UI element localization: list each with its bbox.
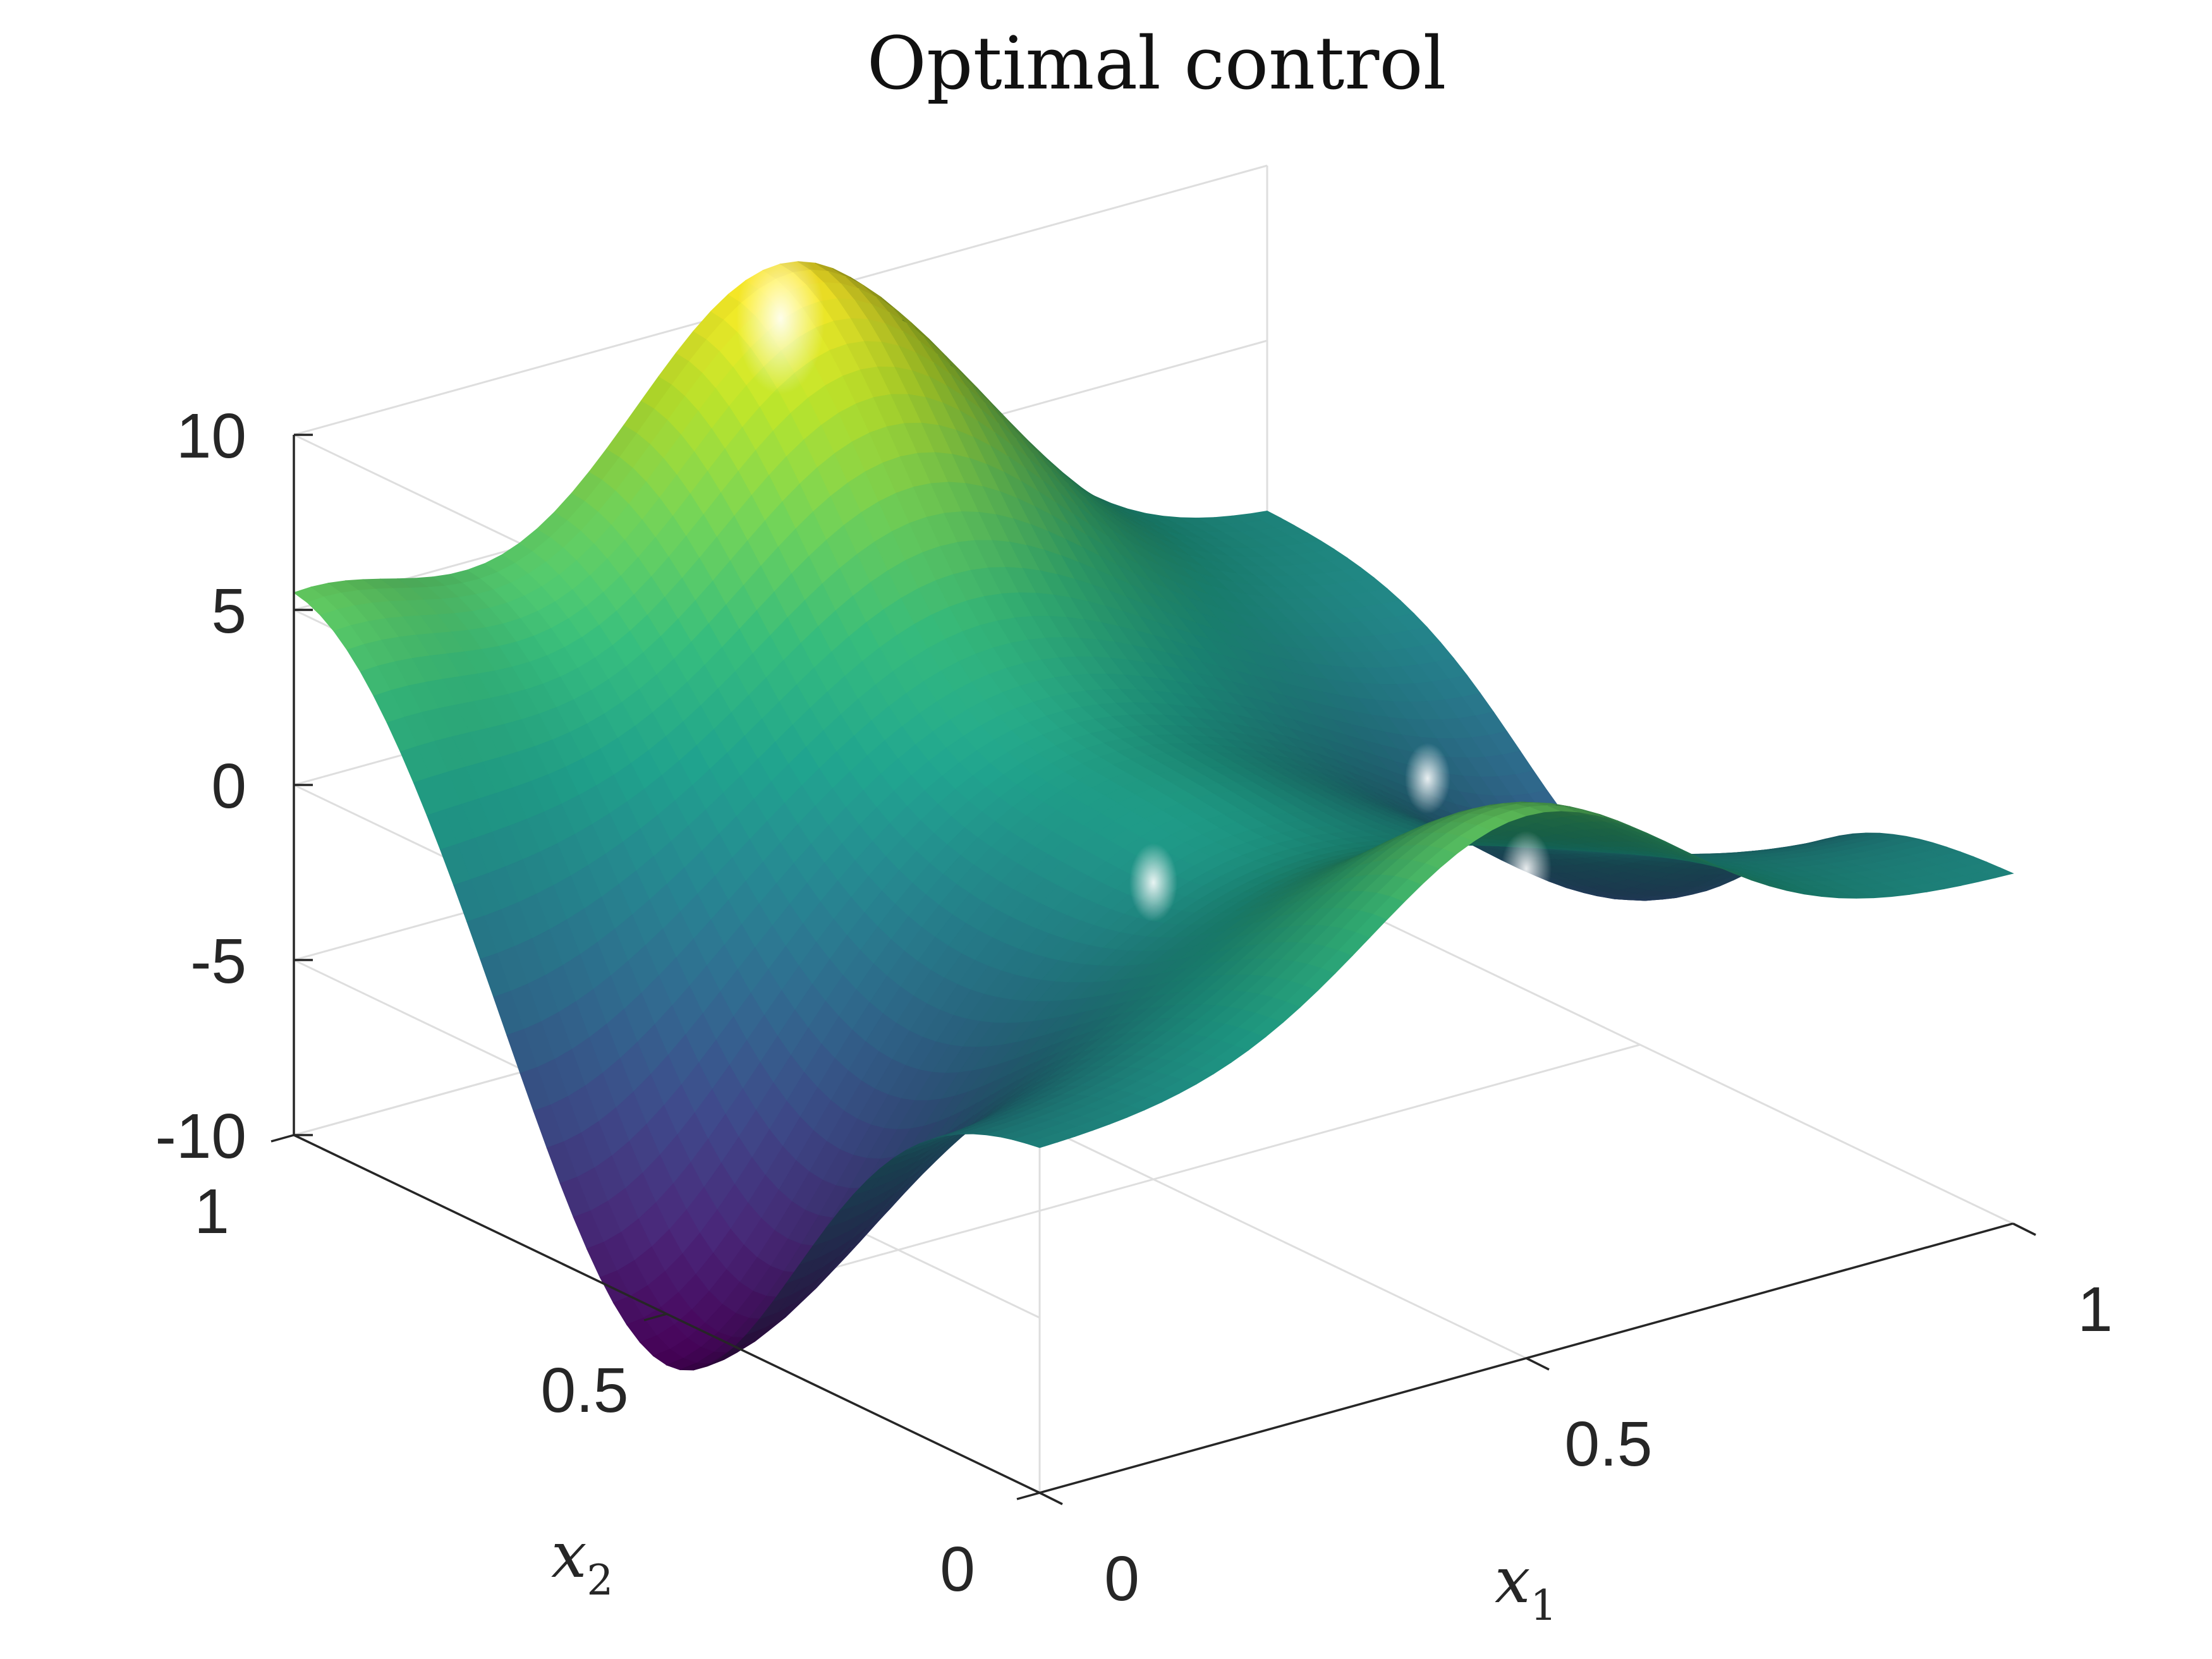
z-tick-label: 0	[211, 751, 246, 822]
x1-tick-label: 0	[1104, 1543, 1139, 1614]
gridline-x1-floor	[1267, 865, 2014, 1225]
specular-highlight	[1404, 743, 1450, 814]
x2-axis-label: x2	[551, 1518, 613, 1605]
x1-tick	[1526, 1357, 1550, 1371]
x1-tick	[1039, 1492, 1063, 1505]
z-tick-label: -5	[190, 926, 246, 997]
x2-tick	[270, 1134, 295, 1143]
x2-tick	[643, 1313, 667, 1322]
x2-tick-label: 0	[940, 1534, 975, 1605]
x1-tick-label: 1	[2077, 1274, 2113, 1345]
front-axes	[270, 434, 2036, 1505]
surface-patch	[1981, 867, 2014, 878]
specular-highlight	[736, 242, 825, 394]
surface	[293, 261, 2014, 1371]
x1-tick	[2012, 1222, 2036, 1236]
x1-tick-label: 0.5	[1564, 1409, 1652, 1480]
x2-tick-label: 1	[194, 1176, 229, 1247]
specular-highlight	[1501, 830, 1552, 907]
z-tick-label: 5	[211, 576, 246, 647]
x1-axis-label: x1	[1495, 1543, 1557, 1630]
x2-tick-label: 0.5	[540, 1355, 628, 1426]
x2-tick	[1016, 1492, 1040, 1500]
z-tick-label: -10	[155, 1101, 246, 1172]
z-tick-label: 10	[176, 401, 246, 471]
specular-highlight	[1129, 843, 1177, 922]
chart-title: Optimal control	[867, 21, 1447, 106]
